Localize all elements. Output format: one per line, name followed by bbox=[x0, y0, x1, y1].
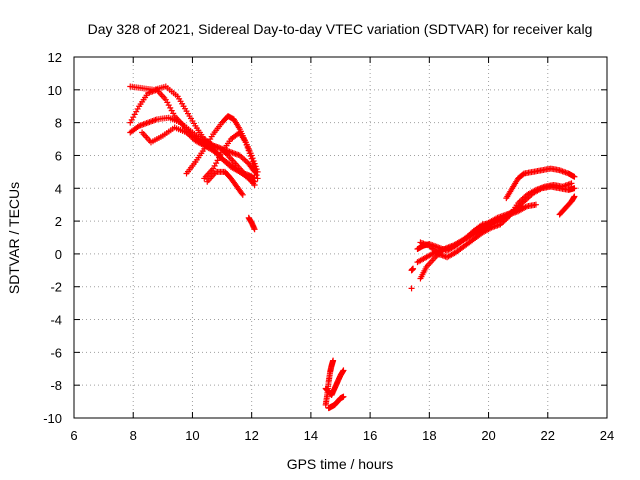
data-point bbox=[532, 201, 539, 208]
series-arc-11 bbox=[325, 393, 347, 412]
y-tick-labels: 12 10 8 6 4 2 0 -2 -4 -6 -8 -10 bbox=[43, 50, 62, 426]
y-tick-label: -2 bbox=[50, 280, 62, 295]
data-point bbox=[128, 116, 135, 123]
data-point bbox=[130, 114, 137, 121]
y-tick-label: -6 bbox=[50, 345, 62, 360]
x-axis-label: GPS time / hours bbox=[287, 456, 394, 472]
data-point bbox=[170, 110, 177, 117]
x-tick-labels: 6 8 10 12 14 16 18 20 22 24 bbox=[70, 428, 614, 443]
data-point bbox=[340, 393, 347, 400]
data-point bbox=[254, 175, 261, 182]
series-arc-19 bbox=[556, 193, 578, 218]
series-arc-8 bbox=[245, 214, 258, 233]
data-point bbox=[134, 105, 141, 112]
y-tick-label: 12 bbox=[48, 50, 62, 65]
data-point bbox=[340, 367, 347, 374]
x-tick-label: 24 bbox=[600, 428, 614, 443]
data-point bbox=[242, 157, 249, 164]
series-arc-18 bbox=[503, 165, 578, 202]
data-point bbox=[251, 178, 258, 185]
axis-ticks bbox=[73, 56, 608, 419]
y-tick-label: 4 bbox=[55, 181, 62, 196]
data-point bbox=[167, 104, 174, 111]
data-point bbox=[165, 102, 172, 109]
y-tick-label: 10 bbox=[48, 83, 62, 98]
series-arc-10 bbox=[322, 367, 347, 399]
data-point bbox=[251, 226, 258, 233]
series-arc-3 bbox=[127, 114, 258, 175]
series-arc-6 bbox=[201, 129, 261, 182]
data-point bbox=[252, 163, 259, 170]
y-axis-label: SDTVAR / TECUs bbox=[6, 182, 22, 294]
y-tick-label: 6 bbox=[55, 148, 62, 163]
data-point bbox=[239, 191, 246, 198]
x-tick-label: 16 bbox=[363, 428, 377, 443]
data-point bbox=[250, 157, 257, 164]
data-point bbox=[568, 180, 575, 187]
x-tick-label: 20 bbox=[481, 428, 495, 443]
x-tick-label: 22 bbox=[541, 428, 555, 443]
series-arc-7 bbox=[204, 168, 246, 198]
data-point bbox=[410, 265, 417, 272]
series-arc-12 bbox=[408, 265, 417, 274]
series-arc-4 bbox=[139, 124, 258, 185]
y-tick-label: 2 bbox=[55, 214, 62, 229]
data-point bbox=[571, 173, 578, 180]
y-tick-label: 0 bbox=[55, 247, 62, 262]
grid bbox=[74, 57, 607, 418]
data-point bbox=[408, 285, 415, 292]
series-arc-13 bbox=[408, 285, 415, 292]
plot-frame bbox=[73, 56, 608, 419]
series-arc-17 bbox=[417, 180, 575, 261]
x-tick-label: 10 bbox=[185, 428, 199, 443]
x-tick-label: 8 bbox=[130, 428, 137, 443]
series-arc-15 bbox=[414, 201, 539, 254]
data-point bbox=[571, 185, 578, 192]
data-point bbox=[238, 190, 245, 197]
data-point bbox=[251, 160, 258, 167]
x-tick-label: 18 bbox=[422, 428, 436, 443]
data-point bbox=[330, 357, 337, 364]
y-tick-label: -4 bbox=[50, 313, 62, 328]
data-point bbox=[249, 155, 256, 162]
x-tick-label: 14 bbox=[304, 428, 318, 443]
data-point bbox=[213, 160, 220, 167]
data-points bbox=[127, 83, 578, 412]
data-point bbox=[253, 166, 260, 173]
y-tick-label: 8 bbox=[55, 116, 62, 131]
x-tick-label: 12 bbox=[244, 428, 258, 443]
data-point bbox=[133, 108, 140, 115]
data-point bbox=[571, 193, 578, 200]
x-tick-label: 6 bbox=[70, 428, 77, 443]
data-point bbox=[241, 156, 248, 163]
data-point bbox=[248, 152, 255, 159]
data-point bbox=[254, 168, 261, 175]
chart-title: Day 328 of 2021, Sidereal Day-to-day VTE… bbox=[88, 21, 593, 37]
y-tick-label: -10 bbox=[43, 411, 62, 426]
data-point bbox=[127, 119, 134, 126]
data-point bbox=[211, 162, 218, 169]
data-point bbox=[253, 172, 260, 179]
data-point bbox=[131, 111, 138, 118]
data-point bbox=[164, 99, 171, 106]
data-point bbox=[239, 155, 246, 162]
y-tick-label: -8 bbox=[50, 378, 62, 393]
data-point bbox=[168, 107, 175, 114]
